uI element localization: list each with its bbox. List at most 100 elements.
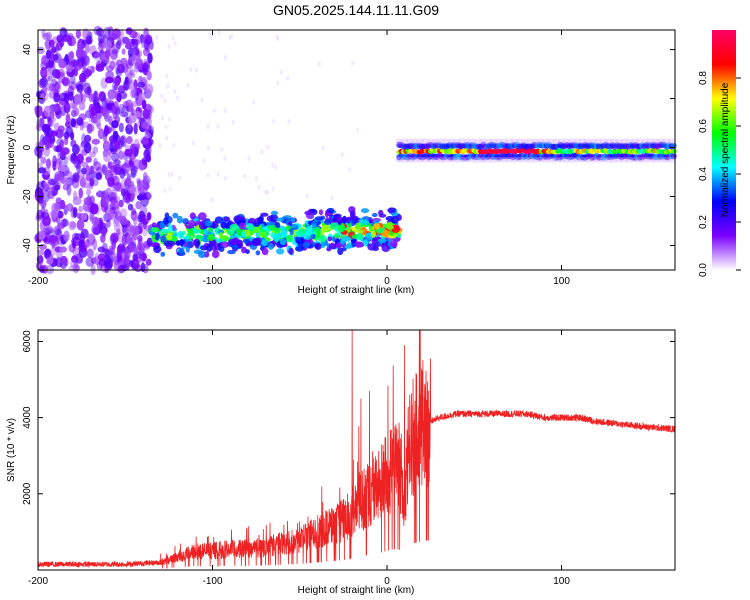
heatmap-cell [207, 234, 215, 241]
heatmap-cell [489, 138, 498, 145]
heatmap-cell [276, 80, 280, 86]
heatmap-cell [387, 234, 397, 239]
heatmap-cell [158, 142, 162, 148]
heatmap-cell [303, 234, 308, 240]
heatmap-cell [261, 239, 268, 247]
heatmap-cell [224, 54, 227, 60]
heatmap-cell [199, 221, 205, 230]
heatmap-cell [164, 124, 168, 130]
heatmap-cell [161, 115, 165, 121]
heatmap-cell [305, 229, 313, 236]
heatmap-cell [104, 124, 109, 137]
heatmap-cell [330, 195, 334, 201]
heatmap-cell [646, 156, 655, 163]
heatmap-cell [47, 67, 53, 77]
heatmap-cell [54, 184, 61, 191]
heatmap-cell [128, 103, 134, 113]
heatmap-cell [97, 189, 102, 198]
heatmap-cell [70, 118, 77, 128]
heatmap-cell [547, 156, 556, 163]
heatmap-cell [100, 195, 109, 208]
heatmap-cell [536, 156, 545, 163]
heatmap-cell [66, 32, 74, 40]
heatmap-cell [68, 220, 77, 231]
heatmap-cell [286, 75, 290, 81]
heatmap-cell [209, 34, 213, 40]
heatmap-cell [95, 63, 105, 72]
heatmap-cell [62, 218, 67, 228]
heatmap-cell [541, 138, 550, 145]
heatmap-cell [573, 156, 582, 163]
heatmap-cell [111, 28, 121, 39]
heatmap-cell [253, 222, 260, 227]
heatmap-cell [220, 147, 224, 152]
heatmap-cell [155, 35, 159, 40]
heatmap-cell [220, 241, 229, 248]
heatmap-cell [289, 229, 294, 236]
heatmap-cell [204, 220, 213, 227]
heatmap-cell [132, 253, 138, 261]
heatmap-cell [76, 153, 84, 164]
heatmap-cell [290, 217, 296, 223]
heatmap-cell [68, 81, 77, 91]
heatmap-cell [165, 73, 169, 79]
heatmap-cell [552, 156, 561, 163]
heatmap-cell [310, 241, 316, 247]
heatmap-cell [142, 108, 150, 120]
heatmap-cell [113, 215, 120, 225]
heatmap-cell [60, 105, 67, 116]
heatmap-cell [175, 240, 181, 247]
heatmap-cell [431, 138, 440, 145]
heatmap-cell [102, 140, 111, 152]
heatmap-cell [568, 138, 576, 145]
heatmap-cell [45, 140, 51, 150]
heatmap-cell [167, 171, 171, 177]
heatmap-cell [218, 231, 224, 240]
heatmap-cell [285, 225, 291, 230]
heatmap-cell [247, 156, 251, 162]
heatmap-cell [81, 161, 89, 168]
x-tick-label: 0 [384, 576, 390, 587]
spectrogram-y-label: Frequency (Hz) [6, 116, 17, 185]
heatmap-cell [76, 42, 85, 51]
x-tick-label: 100 [553, 276, 570, 287]
heatmap-cell [149, 40, 154, 50]
heatmap-cell [662, 156, 671, 163]
heatmap-cell [104, 40, 112, 50]
heatmap-cell [72, 240, 77, 249]
heatmap-cell [583, 156, 592, 163]
heatmap-cell [85, 35, 93, 45]
heatmap-cell [405, 156, 414, 163]
heatmap-cell [42, 190, 50, 203]
heatmap-cell [578, 156, 587, 163]
heatmap-cell [146, 105, 154, 114]
heatmap-cell [641, 156, 650, 163]
heatmap-cell [172, 142, 176, 148]
heatmap-cell [144, 83, 154, 95]
heatmap-cell [526, 138, 535, 145]
heatmap-cell [119, 111, 129, 118]
heatmap-cell [126, 40, 132, 49]
heatmap-cell [373, 223, 380, 230]
heatmap-cell [89, 203, 99, 215]
heatmap-cell [134, 90, 139, 102]
heatmap-cell [132, 100, 139, 108]
heatmap-cell [167, 44, 171, 50]
heatmap-cell [191, 140, 195, 146]
heatmap-cell [129, 143, 136, 155]
heatmap-cell [232, 237, 240, 245]
heatmap-cell [347, 223, 352, 228]
heatmap-cell [125, 234, 134, 246]
snr-x-label: Height of straight line (km) [298, 585, 415, 596]
heatmap-cell [143, 191, 152, 201]
heatmap-cell [90, 106, 98, 116]
heatmap-cell [83, 196, 93, 206]
heatmap-cell [318, 235, 328, 243]
heatmap-cell [254, 176, 258, 182]
heatmap-cell [43, 225, 51, 233]
heatmap-cell [599, 156, 608, 163]
y-tick-label: -40 [22, 238, 33, 253]
heatmap-cell [76, 117, 84, 126]
heatmap-cell [55, 215, 61, 224]
